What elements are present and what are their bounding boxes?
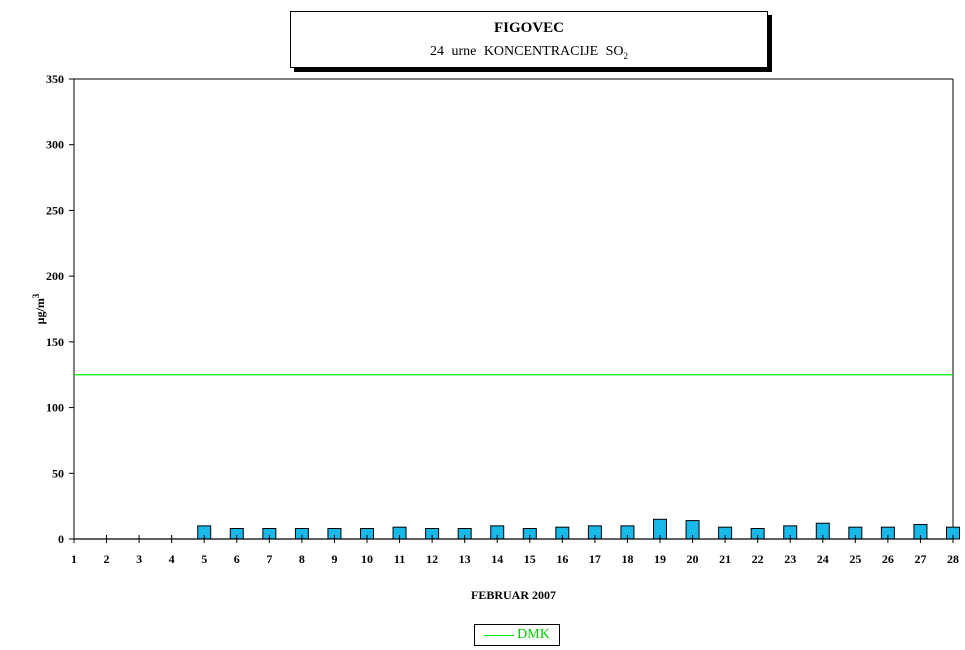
x-tick-label: 16 [556,552,568,566]
y-tick-label: 200 [46,269,64,283]
legend: DMK [474,624,560,646]
x-tick-label: 19 [654,552,666,566]
x-tick-label: 11 [394,552,405,566]
x-tick-label: 14 [491,552,503,566]
x-tick-label: 26 [882,552,894,566]
x-tick-label: 27 [914,552,926,566]
x-tick-label: 28 [947,552,959,566]
x-tick-label: 13 [459,552,471,566]
x-tick-label: 17 [589,552,601,566]
x-tick-label: 22 [752,552,764,566]
y-tick-label: 150 [46,335,64,349]
x-tick-label: 15 [524,552,536,566]
chart-title-box: FIGOVEC 24 urne KONCENTRACIJE SO2 [290,11,768,68]
chart-subtitle-subscript: 2 [623,50,629,61]
x-tick-label: 23 [784,552,796,566]
y-tick-label: 250 [46,203,64,217]
x-tick-label: 8 [299,552,305,566]
y-tick-label: 350 [46,72,64,86]
x-tick-label: 24 [817,552,829,566]
x-tick-label: 21 [719,552,731,566]
x-tick-label: 25 [849,552,861,566]
x-tick-label: 9 [331,552,337,566]
x-tick-label: 7 [266,552,272,566]
legend-label-dmk: DMK [517,627,550,642]
y-axis-title: μg/m3 [31,293,47,324]
y-tick-label: 100 [46,401,64,415]
y-axis-title-superscript: 3 [31,293,41,298]
chart-subtitle-text: 24 urne KONCENTRACIJE SO [429,44,624,59]
y-tick-label: 50 [52,466,64,480]
legend-swatch-dmk [484,634,515,636]
x-tick-label: 6 [234,552,240,566]
y-axis-title-base: μg/m [33,298,47,324]
x-tick-label: 2 [104,552,110,566]
x-tick-label: 20 [687,552,699,566]
x-tick-label: 5 [201,552,207,566]
y-tick-label: 300 [46,138,64,152]
chart-subtitle: 24 urne KONCENTRACIJE SO2 [291,44,767,61]
chart-title: FIGOVEC [493,20,564,36]
x-tick-label: 1 [71,552,77,566]
y-tick-label: 0 [58,532,64,546]
x-tick-label: 3 [136,552,142,566]
x-tick-label: 4 [169,552,175,566]
x-tick-label: 10 [361,552,373,566]
x-axis-title: FEBRUAR 2007 [471,588,556,602]
x-tick-label: 18 [621,552,633,566]
x-tick-label: 12 [426,552,438,566]
